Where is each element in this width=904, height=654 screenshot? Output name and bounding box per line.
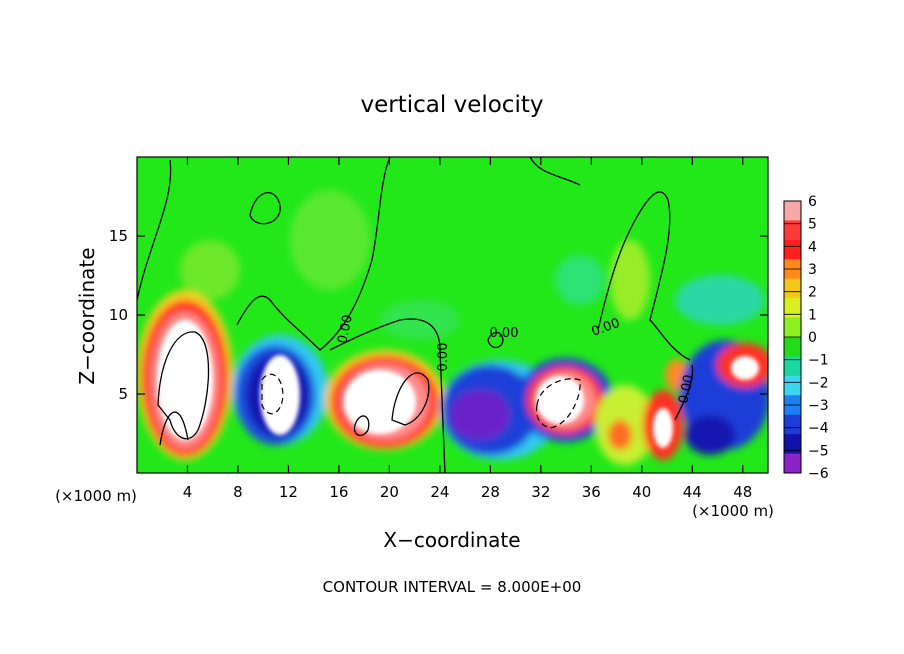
contour-label: 0.00	[676, 374, 697, 405]
colorbar-tick-label: 6	[808, 194, 817, 210]
colorbar-swatch	[784, 298, 801, 318]
colorbar-swatch	[784, 278, 801, 299]
colorbar-swatch	[784, 356, 801, 377]
colorbar-swatch	[784, 317, 801, 338]
x-tick-label: 8	[233, 483, 243, 501]
x-tick-label: 32	[531, 483, 550, 501]
velocity-field: 0.000.000.000.000.00	[137, 157, 768, 473]
x-tick-label: 16	[329, 483, 348, 501]
colorbar-tick-label: −6	[808, 466, 829, 482]
chart-title: vertical velocity	[361, 92, 544, 118]
x-tick-label: 28	[481, 483, 500, 501]
colorbar-swatch	[784, 375, 801, 396]
x-tick-label: 44	[683, 483, 702, 501]
x-tick-label: 36	[582, 483, 601, 501]
colorbar-tick-label: −5	[808, 443, 829, 459]
x-tick-label: 48	[733, 483, 752, 501]
colorbar-swatch	[784, 220, 801, 241]
contour-interval-footer: CONTOUR INTERVAL = 8.000E+00	[323, 578, 582, 596]
x-tick-label: 4	[183, 483, 193, 501]
y-tick-label: 10	[109, 306, 128, 324]
colorbar-swatch	[784, 239, 801, 260]
contour-label: 0.00	[335, 314, 356, 345]
x-unit-left: (×1000 m)	[55, 487, 137, 505]
colorbar-tick-label: 0	[808, 330, 817, 346]
y-tick-label: 15	[109, 227, 128, 245]
colorbar-swatch	[784, 201, 801, 221]
colorbar: 6 5 4 3 2 1 0 −1 −2 −3 −4 −5 −6	[783, 194, 829, 482]
colorbar-swatch	[784, 434, 801, 454]
colorbar-tick-label: 5	[808, 217, 817, 233]
colorbar-tick-label: 1	[808, 307, 817, 323]
x-tick-label: 12	[279, 483, 298, 501]
colorbar-tick-label: 3	[808, 262, 817, 278]
contour-label: 0.00	[436, 343, 451, 372]
colorbar-tick-label: 4	[808, 239, 817, 255]
x-axis-label: X−coordinate	[383, 528, 520, 552]
y-axis: 5 10 15	[109, 227, 768, 403]
colorbar-tick-label: −3	[808, 398, 829, 414]
y-tick-label: 5	[118, 385, 128, 403]
x-unit-right: (×1000 m)	[692, 502, 774, 520]
colorbar-tick-label: −2	[808, 375, 829, 391]
y-axis-label: Z−coordinate	[75, 247, 99, 384]
x-tick-label: 24	[430, 483, 449, 501]
colorbar-swatch	[784, 337, 801, 357]
contour-label: 0.00	[490, 326, 519, 341]
colorbar-swatch	[784, 453, 801, 474]
colorbar-tick-label: 2	[808, 285, 817, 301]
colorbar-tick-label: −4	[808, 421, 829, 437]
x-axis: 4 8 12 16 20 24 28 32 36 40 44 48	[183, 157, 752, 501]
colorbar-swatch	[784, 414, 801, 435]
x-tick-label: 20	[380, 483, 399, 501]
colorbar-tick-label: −1	[808, 353, 829, 369]
x-tick-label: 40	[632, 483, 651, 501]
